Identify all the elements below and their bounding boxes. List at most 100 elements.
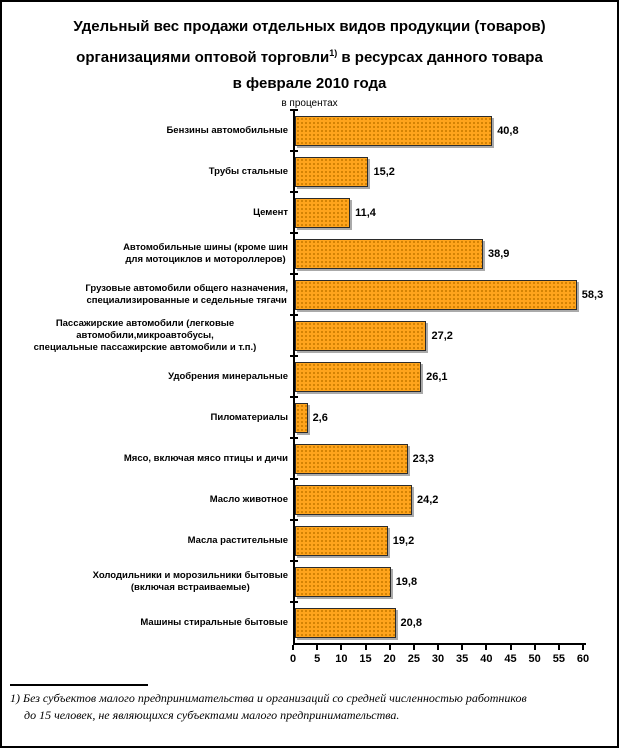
category-label: Пассажирские автомобили (легковые автомо… (33, 317, 257, 353)
value-label: 19,8 (395, 575, 418, 588)
bar (295, 402, 308, 433)
x-axis-tick (485, 645, 488, 650)
bar-row: Трубы стальные 15,2 (2, 150, 617, 192)
bar-track: 26,1 (290, 355, 617, 397)
bar (295, 361, 422, 392)
bar-row: Холодильники и морозильники бытовые (вкл… (2, 560, 617, 602)
footnote-marker: 1) (329, 48, 338, 58)
category-label: Удобрения минеральные (168, 370, 288, 382)
x-axis-tick (364, 645, 367, 650)
bar-track: 19,8 (290, 560, 617, 602)
bar (295, 525, 388, 556)
bar-row: Масло животное 24,2 (2, 478, 617, 520)
bar-track: 27,2 (290, 314, 617, 356)
x-axis-tick (412, 645, 415, 650)
category-label-cell: Мясо, включая мясо птицы и дичи (2, 453, 293, 465)
x-tick-label: 45 (504, 653, 517, 665)
category-label-cell: Холодильники и морозильники бытовые (вкл… (2, 570, 293, 594)
x-axis-tick (582, 645, 584, 650)
bar-row: Бензины автомобильные 40,8 (2, 109, 617, 151)
category-label-cell: Грузовые автомобили общего назначения, с… (2, 283, 293, 307)
category-label: Автомобильные шины (кроме шин для мотоци… (123, 241, 288, 265)
x-axis: 0 5 10 15 20 25 30 35 40 45 50 55 60 (290, 643, 589, 670)
category-label: Пиломатериалы (210, 411, 288, 423)
value-label: 23,3 (412, 452, 435, 465)
bar (295, 566, 391, 597)
chart-title-line2-rest: в ресурсах данного товара (337, 49, 543, 66)
bar-track: 58,3 (290, 273, 617, 315)
bar-row: Масла растительные 19,2 (2, 519, 617, 561)
value-label: 24,2 (416, 493, 439, 506)
x-axis-tick (316, 645, 319, 650)
category-label: Холодильники и морозильники бытовые (вкл… (92, 569, 288, 593)
footnote-separator (10, 684, 148, 686)
bar-row: Мясо, включая мясо птицы и дичи 23,3 (2, 437, 617, 479)
category-label-cell: Масло животное (2, 494, 293, 506)
chart-title-line2-text: организациями оптовой торговли (76, 49, 330, 66)
chart-title-line3: в феврале 2010 года (232, 75, 387, 92)
plot-area: Бензины автомобильные 40,8 Трубы стальны… (2, 109, 617, 643)
category-label: Машины стиральные бытовые (140, 616, 288, 628)
category-label: Масло животное (209, 493, 288, 505)
bar-track: 2,6 (290, 396, 617, 438)
value-label: 19,2 (392, 534, 415, 547)
value-label: 2,6 (312, 411, 328, 424)
x-axis-tick (461, 645, 464, 650)
category-label: Грузовые автомобили общего назначения, с… (85, 282, 288, 306)
category-label-cell: Масла растительные (2, 535, 293, 547)
bar (295, 115, 493, 146)
category-label: Бензины автомобильные (166, 124, 288, 136)
value-label: 27,2 (431, 329, 453, 342)
value-label: 15,2 (373, 165, 395, 178)
category-label-cell: Удобрения минеральные (2, 371, 293, 383)
x-axis-tick (437, 645, 439, 650)
bar-track: 40,8 (290, 109, 617, 151)
bar-track: 38,9 (290, 232, 617, 274)
bar-track: 20,8 (290, 601, 617, 643)
bar-row: Цемент 11,4 (2, 191, 617, 233)
chart-title: Удельный вес продажи отдельных видов про… (2, 14, 617, 97)
chart-subtitle: в процентах (281, 98, 338, 109)
bar (295, 156, 369, 187)
x-axis-tick (509, 645, 512, 650)
bar-track: 11,4 (290, 191, 617, 233)
x-tick-label: 15 (359, 653, 372, 665)
value-label: 20,8 (400, 616, 422, 629)
x-tick-label: 10 (335, 653, 348, 665)
x-tick-label: 20 (383, 653, 396, 665)
x-axis-tick (340, 645, 343, 650)
bar (295, 320, 427, 351)
footnote: 1) Без субъектов малого предпринимательс… (10, 690, 617, 724)
category-label-cell: Цемент (2, 207, 293, 219)
x-axis-tick (557, 645, 560, 650)
category-label: Трубы стальные (208, 165, 288, 177)
bar (295, 607, 396, 638)
bar (295, 279, 577, 310)
category-label-cell: Машины стиральные бытовые (2, 617, 293, 629)
x-axis-tick (533, 645, 536, 650)
bar-track: 15,2 (290, 150, 617, 192)
bar (295, 197, 351, 228)
footnote-line2: до 15 человек, не являющихся субъектами … (24, 708, 400, 722)
bar-track: 23,3 (290, 437, 617, 479)
category-label: Масла растительные (187, 534, 288, 546)
bar-track: 24,2 (290, 478, 617, 520)
category-label-cell: Пиломатериалы (2, 412, 293, 424)
value-label: 58,3 (581, 288, 604, 301)
value-label: 26,1 (426, 370, 448, 383)
bar-row: Пассажирские автомобили (легковые автомо… (2, 314, 617, 356)
bar-row: Грузовые автомобили общего назначения, с… (2, 273, 617, 315)
category-label-cell: Автомобильные шины (кроме шин для мотоци… (2, 242, 293, 266)
x-tick-label: 5 (314, 653, 321, 665)
category-label: Мясо, включая мясо птицы и дичи (123, 452, 288, 464)
bar-row: Автомобильные шины (кроме шин для мотоци… (2, 232, 617, 274)
bar-row: Удобрения минеральные 26,1 (2, 355, 617, 397)
chart-title-line1: Удельный вес продажи отдельных видов про… (73, 18, 546, 35)
value-label: 38,9 (488, 247, 510, 260)
x-tick-label: 40 (480, 653, 493, 665)
x-tick-label: 25 (407, 653, 420, 665)
bar (295, 238, 484, 269)
x-tick-label: 55 (552, 653, 565, 665)
x-axis-tick (292, 645, 294, 650)
